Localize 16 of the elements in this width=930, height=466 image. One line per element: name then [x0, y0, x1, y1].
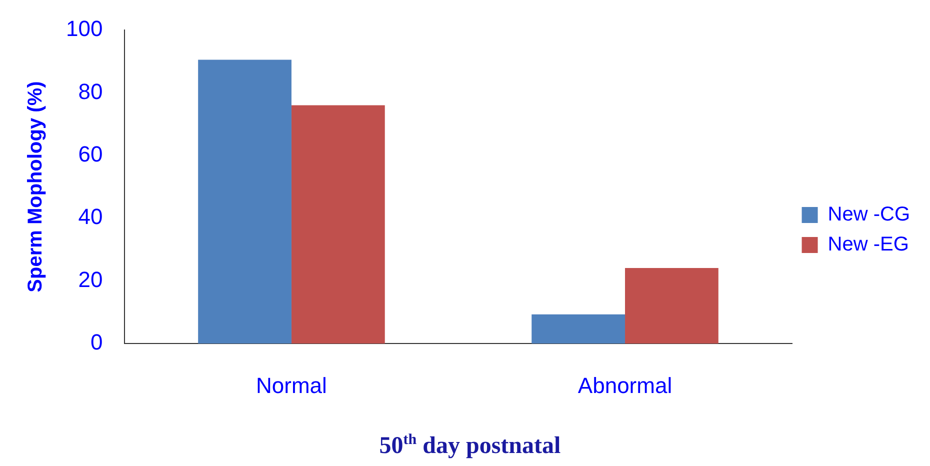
y-tick-label: 40: [78, 204, 103, 230]
y-tick-label: 80: [78, 78, 103, 104]
y-tick-label: 60: [78, 142, 103, 167]
y-axis-title: Sperm Mophology (%): [24, 81, 47, 292]
x-tick-label: Abnormal: [578, 372, 672, 398]
legend-label: New -EG: [828, 234, 909, 256]
x-tick-label: Normal: [256, 372, 327, 398]
y-tick-label: 100: [66, 16, 103, 42]
bar: [291, 105, 385, 344]
bar: [532, 314, 626, 344]
x-axis-title: 50$^{th}$ day postnatal: [378, 432, 562, 460]
y-tick-label: 0: [90, 330, 103, 355]
bar: [625, 268, 718, 344]
y-tick-label: 20: [78, 266, 103, 292]
bar: [198, 60, 292, 344]
legend-label: New -CG: [828, 204, 910, 226]
